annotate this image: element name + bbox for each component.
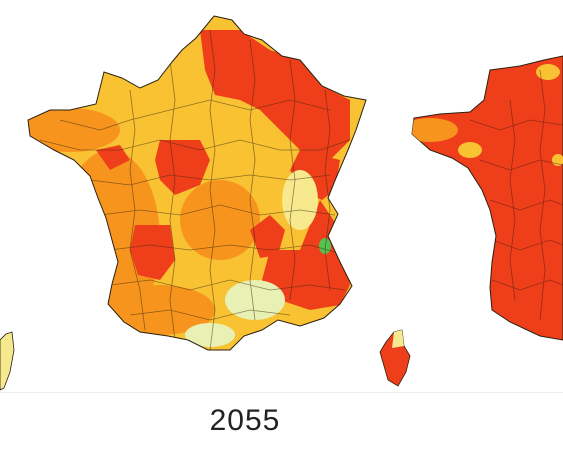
year-label: 2055: [209, 404, 281, 437]
right-zone-medium-north: [536, 64, 560, 80]
caption-band: [0, 392, 563, 451]
zone-high-southwest: [105, 285, 215, 335]
right-department-borders: [469, 69, 563, 321]
france-map-right: [411, 55, 563, 341]
zone-very-high-brittany-spot: [96, 145, 130, 170]
risk-maps: [0, 15, 563, 391]
zone-very-high-center: [155, 140, 210, 195]
zone-high-brittany: [28, 108, 120, 152]
france-outline: [27, 15, 367, 351]
zone-very-high-rhone: [250, 215, 285, 258]
map-panel: [0, 15, 563, 391]
right-zone-high-brittany: [412, 118, 458, 142]
zone-very-high-southwest: [130, 225, 175, 280]
department-borders: [39, 29, 351, 350]
zone-very-low-pyrenees: [185, 323, 235, 347]
zone-high-center: [180, 180, 260, 260]
france-map: [27, 15, 367, 351]
right-map-fill: [411, 55, 563, 341]
zone-very-high-north: [200, 30, 350, 160]
corsica-left: [0, 331, 15, 391]
right-zone-medium-coast: [458, 142, 482, 158]
corsica-center-north: [392, 330, 404, 348]
